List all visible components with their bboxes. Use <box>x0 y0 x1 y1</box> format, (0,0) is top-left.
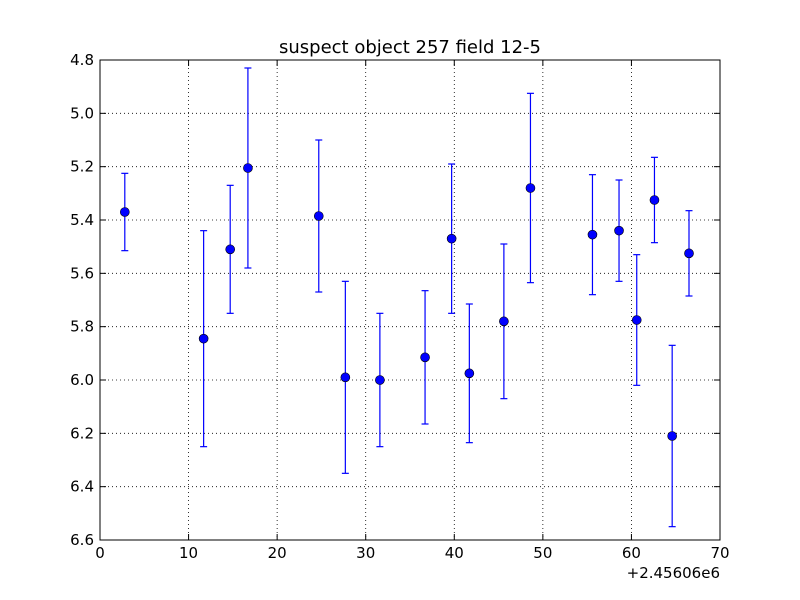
data-points <box>120 163 694 441</box>
data-point <box>631 315 642 325</box>
data-point <box>667 431 677 441</box>
plot-frame <box>99 59 721 541</box>
x-offset-label: +2.45606e6 <box>627 564 720 582</box>
data-point <box>225 244 235 255</box>
x-tick-label: 40 <box>445 544 464 562</box>
data-point <box>464 368 475 379</box>
y-tick-label: 5.8 <box>70 318 94 336</box>
plot-area <box>100 60 720 540</box>
data-point <box>120 207 130 217</box>
x-tick-label: 60 <box>622 544 641 562</box>
y-tick-label: 4.8 <box>70 51 94 69</box>
y-tick-label: 6.0 <box>70 371 94 389</box>
data-point <box>525 183 536 193</box>
grid-lines <box>100 60 720 540</box>
data-point <box>446 233 457 244</box>
data-point <box>313 211 324 221</box>
x-tick-label: 10 <box>179 544 198 562</box>
y-tick-label: 6.4 <box>70 478 94 496</box>
y-tick-label: 5.4 <box>70 211 94 229</box>
data-point <box>649 195 660 205</box>
data-point <box>499 316 509 327</box>
x-tick-label: 30 <box>356 544 375 562</box>
data-point <box>614 225 624 236</box>
y-tick-label: 5.6 <box>70 264 94 282</box>
y-tick-label: 6.2 <box>70 424 94 442</box>
x-tick-label: 50 <box>533 544 552 562</box>
data-point <box>420 352 430 363</box>
data-point <box>375 375 385 385</box>
data-point <box>587 229 598 240</box>
x-tick-label: 0 <box>95 544 105 562</box>
data-point <box>198 333 209 344</box>
data-point <box>340 372 351 383</box>
x-tick-label: 20 <box>268 544 287 562</box>
x-tick-label: 70 <box>710 544 729 562</box>
data-point <box>243 163 253 173</box>
y-tick-label: 5.0 <box>70 104 94 122</box>
chart-title: suspect object 257 field 12-5 <box>279 37 541 58</box>
data-point <box>684 248 694 259</box>
y-tick-label: 6.6 <box>70 531 94 549</box>
axis-ticks: 0 10 20 30 40 50 60 70 4.8 5.0 5.2 5.4 5.6 5.8 6.0 6.2 6… <box>70 51 729 562</box>
y-tick-label: 5.2 <box>70 158 94 176</box>
